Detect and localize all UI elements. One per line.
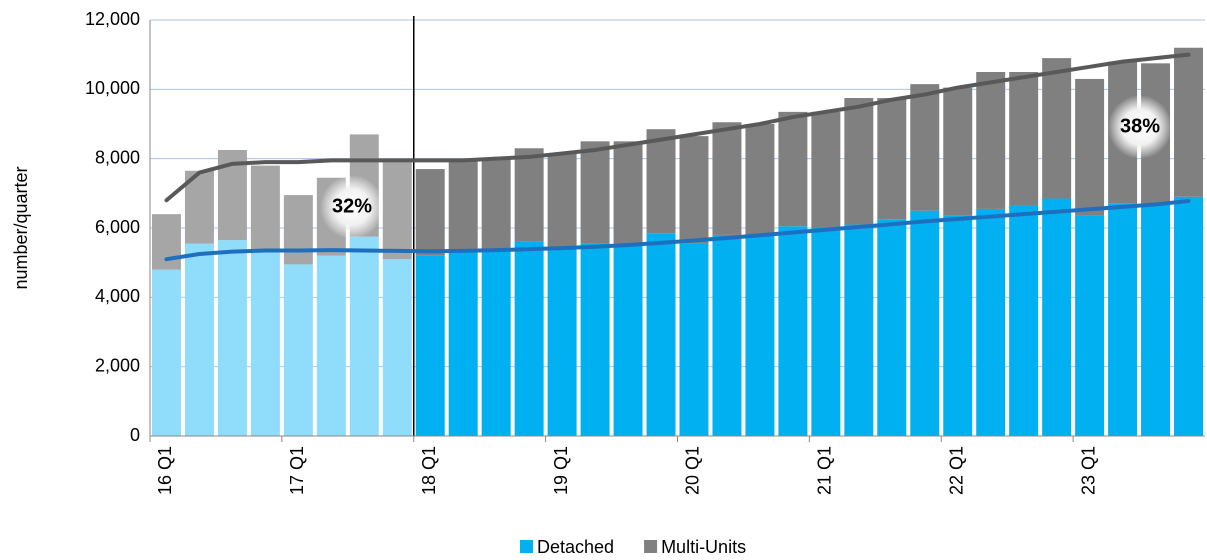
bar-segment bbox=[910, 210, 940, 436]
bar-segment bbox=[415, 169, 445, 256]
bar-segment bbox=[184, 243, 214, 436]
x-tick-label: 19 Q1 bbox=[551, 446, 571, 495]
bar-segment bbox=[1174, 47, 1203, 197]
bar-segment bbox=[283, 195, 313, 265]
bar-segment bbox=[1075, 215, 1105, 436]
bar-segment bbox=[712, 234, 742, 436]
trend-line bbox=[164, 52, 1191, 203]
bar-segment bbox=[382, 259, 412, 436]
bar-segment bbox=[943, 215, 973, 436]
bar-segment bbox=[217, 240, 247, 436]
bar-segment bbox=[580, 243, 610, 436]
bar-segment bbox=[316, 255, 346, 436]
annotation-glow bbox=[1108, 95, 1172, 159]
x-tick-label: 21 Q1 bbox=[815, 446, 835, 495]
annotation-glow bbox=[320, 175, 384, 239]
bar-segment bbox=[547, 153, 577, 249]
y-axis-label: number/quarter bbox=[11, 166, 31, 289]
bar-segment bbox=[646, 129, 676, 234]
bar-segment bbox=[514, 148, 544, 242]
annotation: 38% bbox=[1120, 115, 1160, 137]
bar-segment bbox=[415, 255, 445, 436]
bar-segment bbox=[613, 141, 643, 244]
bar-segment bbox=[778, 226, 808, 436]
bar-segment bbox=[283, 264, 313, 436]
bar-segment bbox=[547, 248, 577, 436]
bar-segment bbox=[514, 241, 544, 436]
x-tick-label: 20 Q1 bbox=[683, 446, 703, 495]
bar-segment bbox=[646, 233, 676, 436]
bar-segment bbox=[250, 165, 280, 253]
bar-segment bbox=[811, 228, 841, 436]
bar-segment bbox=[349, 236, 379, 436]
x-tick-label: 23 Q1 bbox=[1078, 446, 1098, 495]
bar-segment bbox=[844, 98, 874, 225]
x-tick-label: 16 Q1 bbox=[155, 446, 175, 495]
bar-segment bbox=[580, 141, 610, 244]
bar-segment bbox=[481, 158, 511, 249]
bar-segment bbox=[844, 224, 874, 436]
x-tick-label: 18 Q1 bbox=[419, 446, 439, 495]
annotation: 32% bbox=[332, 195, 372, 217]
bar-segment bbox=[1042, 198, 1072, 436]
bar-segment bbox=[152, 214, 181, 270]
trend-line bbox=[164, 198, 1191, 262]
bar-segment bbox=[1174, 196, 1203, 436]
bar-segment bbox=[1141, 203, 1171, 436]
y-tick-label: 4,000 bbox=[95, 286, 140, 306]
bar-segment bbox=[976, 208, 1006, 436]
legend-swatch bbox=[520, 540, 533, 553]
bar-segment bbox=[943, 87, 973, 216]
bar-segment bbox=[877, 219, 907, 436]
x-tick-label: 17 Q1 bbox=[287, 446, 307, 495]
bar-segment bbox=[1009, 72, 1039, 206]
bar-segment bbox=[481, 248, 511, 436]
bar-segment bbox=[910, 84, 940, 211]
y-tick-label: 0 bbox=[130, 425, 140, 445]
bar-segment bbox=[250, 252, 280, 436]
bar-segment bbox=[679, 136, 709, 244]
bar-segment bbox=[745, 124, 775, 235]
bar-segment bbox=[1075, 78, 1105, 216]
bar-segment bbox=[1009, 205, 1039, 436]
y-tick-label: 8,000 bbox=[95, 147, 140, 167]
legend-label: Detached bbox=[537, 537, 614, 557]
bar-segment bbox=[382, 162, 412, 260]
bar-segment bbox=[613, 243, 643, 436]
bar-segment bbox=[152, 269, 181, 436]
y-tick-label: 10,000 bbox=[85, 78, 140, 98]
y-tick-label: 6,000 bbox=[95, 217, 140, 237]
bar-segment bbox=[877, 98, 907, 220]
bar-segment bbox=[745, 234, 775, 436]
y-tick-label: 2,000 bbox=[95, 355, 140, 375]
bar-segment bbox=[1108, 203, 1138, 436]
legend-label: Multi-Units bbox=[661, 537, 746, 557]
bar-segment bbox=[778, 111, 808, 227]
bar-segment bbox=[811, 111, 841, 228]
bar-segment bbox=[712, 122, 742, 235]
bar-segment bbox=[448, 160, 478, 253]
legend-swatch bbox=[644, 540, 658, 553]
bar-segment bbox=[679, 243, 709, 436]
x-tick-label: 22 Q1 bbox=[946, 446, 966, 495]
bar-segment bbox=[448, 252, 478, 436]
bar-segment bbox=[1042, 58, 1072, 199]
bar-segment bbox=[976, 72, 1006, 209]
y-tick-label: 12,000 bbox=[85, 9, 140, 29]
